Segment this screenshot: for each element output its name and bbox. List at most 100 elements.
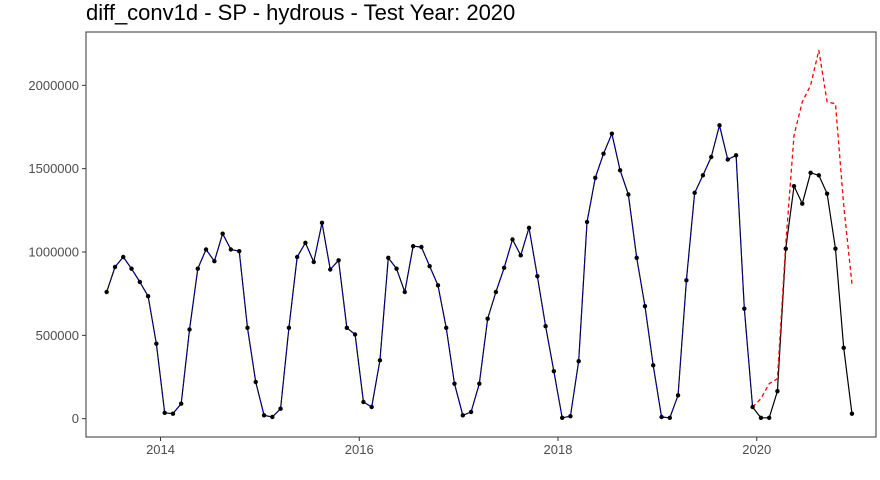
data-point — [361, 399, 366, 405]
data-point — [319, 220, 325, 226]
data-point — [435, 283, 441, 288]
data-point — [477, 381, 482, 386]
data-point — [245, 325, 250, 331]
series-line-forecast — [752, 49, 853, 408]
data-point — [220, 231, 225, 236]
data-point — [659, 414, 664, 420]
data-point — [294, 254, 300, 260]
x-tick-label: 2020 — [742, 442, 771, 457]
y-tick-label: 1500000 — [28, 161, 79, 176]
data-point — [626, 192, 631, 197]
data-point — [510, 237, 515, 242]
data-point — [634, 255, 639, 261]
data-point — [261, 413, 267, 418]
data-point — [833, 246, 838, 251]
data-point — [419, 244, 424, 250]
data-point — [352, 332, 358, 337]
data-point — [717, 123, 722, 128]
data-point — [824, 191, 830, 196]
data-point — [444, 325, 449, 331]
data-point — [278, 406, 283, 411]
data-point — [535, 273, 540, 279]
data-point — [617, 168, 623, 173]
data-point — [543, 323, 548, 329]
data-point — [576, 358, 581, 364]
data-point — [758, 415, 764, 421]
data-point — [568, 413, 573, 419]
data-point — [402, 289, 407, 295]
chart-title: diff_conv1d - SP - hydrous - Test Year: … — [86, 0, 516, 25]
data-point — [816, 173, 822, 178]
data-point — [121, 254, 126, 260]
data-point — [518, 253, 523, 258]
data-point — [485, 316, 490, 321]
data-point — [253, 379, 258, 385]
data-point — [311, 259, 316, 265]
data-point — [452, 381, 457, 386]
data-point — [725, 157, 730, 162]
data-point — [493, 289, 499, 295]
data-point — [593, 175, 598, 181]
data-point — [733, 153, 739, 158]
data-point — [742, 306, 747, 311]
plot-panel — [85, 31, 877, 438]
y-axis: 0 500000 1000000 1500000 2000000 — [28, 78, 86, 426]
data-point — [468, 409, 474, 415]
data-point — [179, 401, 184, 406]
data-point — [460, 413, 466, 418]
data-point — [559, 415, 565, 421]
data-point — [410, 243, 416, 249]
data-point — [692, 190, 697, 196]
data-point — [394, 266, 399, 271]
y-tick-label: 1000000 — [28, 245, 79, 260]
data-point — [154, 341, 159, 346]
data-point — [377, 358, 383, 363]
data-point — [526, 225, 532, 231]
data-point — [137, 279, 143, 285]
y-tick-label: 0 — [72, 411, 79, 426]
data-point — [303, 240, 308, 246]
data-point — [203, 247, 209, 252]
data-point — [667, 415, 673, 421]
data-point — [684, 278, 689, 283]
data-point — [766, 415, 772, 421]
data-point — [145, 293, 151, 299]
data-point — [791, 183, 797, 189]
data-point — [700, 173, 706, 178]
data-point — [344, 325, 350, 331]
data-point — [651, 363, 656, 368]
data-point — [841, 345, 846, 351]
data-point — [104, 289, 109, 295]
y-tick-label: 2000000 — [28, 78, 79, 93]
data-point — [187, 327, 192, 332]
data-point — [386, 255, 391, 261]
data-point — [162, 410, 167, 416]
y-tick-label: 500000 — [36, 328, 79, 343]
data-point — [112, 264, 118, 270]
data-point — [750, 404, 755, 410]
data-point — [129, 266, 134, 271]
data-point — [601, 151, 606, 156]
data-point — [286, 325, 292, 331]
data-point — [584, 219, 590, 225]
data-point — [427, 263, 432, 269]
x-tick-label: 2018 — [544, 442, 573, 457]
x-tick-label: 2016 — [345, 442, 374, 457]
data-point — [783, 246, 788, 251]
data-point — [369, 404, 374, 410]
points-layer — [104, 123, 855, 421]
data-point — [800, 201, 805, 206]
data-point — [675, 393, 681, 398]
data-point — [328, 267, 333, 272]
data-point — [228, 247, 234, 252]
data-point — [212, 258, 217, 264]
data-point — [775, 388, 780, 394]
data-point — [336, 258, 341, 263]
data-point — [170, 411, 176, 416]
data-point — [709, 154, 714, 160]
data-point — [551, 368, 557, 374]
data-point — [808, 170, 813, 176]
data-point — [270, 414, 275, 420]
data-point — [237, 248, 242, 254]
